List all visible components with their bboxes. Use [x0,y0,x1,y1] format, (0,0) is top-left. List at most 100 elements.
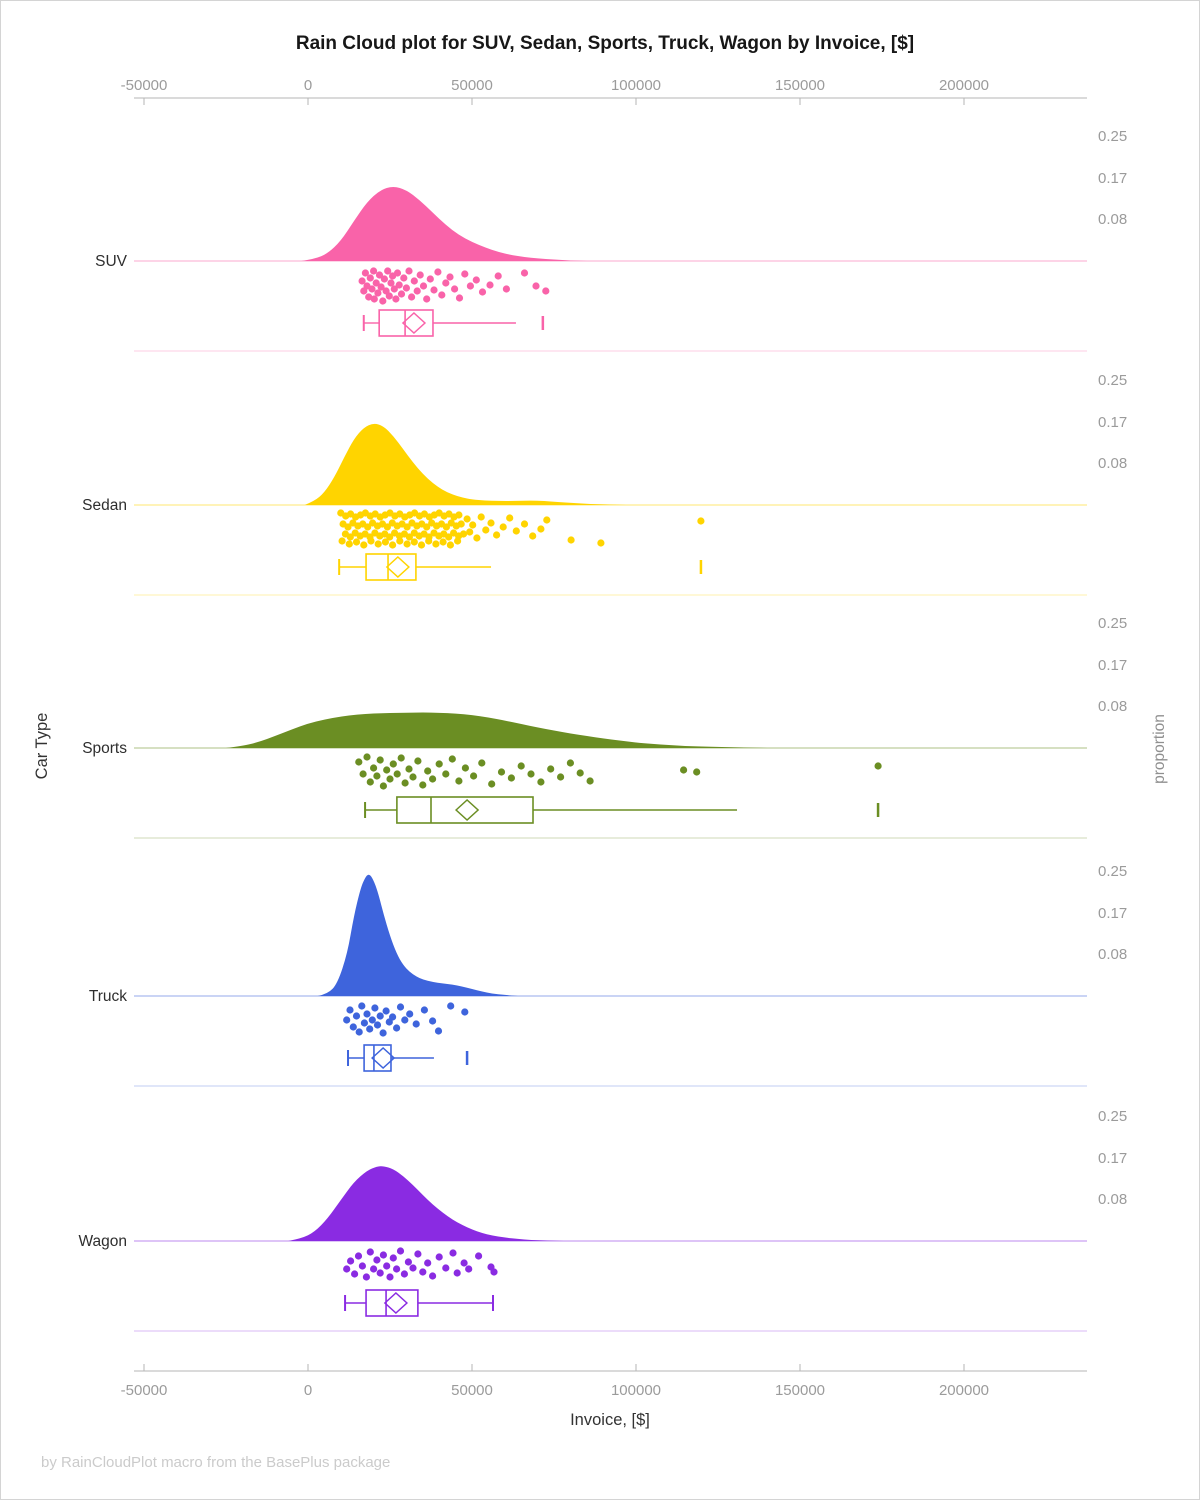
category-label-suv: SUV [95,253,128,270]
category-label-truck: Truck [89,988,127,1005]
scatter-point [346,1006,354,1014]
axis-tick-label: 0 [304,1382,312,1399]
y-axis-title-right: proportion [1151,714,1168,784]
scatter-point [370,267,378,275]
scatter-point [520,269,529,277]
scatter-point [499,523,507,531]
scatter-point [395,281,403,289]
scatter-point [347,1257,355,1265]
mean-diamond [385,555,410,579]
scatter-point [367,537,375,545]
scatter-point [352,538,361,546]
scatter-point [470,772,478,780]
scatter-point [475,1252,483,1260]
density-cloud [304,423,627,505]
scatter-point [345,540,353,548]
axis-tick-label: 0 [304,77,312,94]
axis-tick-label: -50000 [121,77,168,94]
scatter-point [439,538,447,546]
box [396,796,534,824]
scatter-point [461,764,469,772]
mean-diamond [454,798,480,822]
scatter-point [393,269,402,277]
scatter-point [409,773,417,781]
scatter-point [374,540,382,548]
mean-diamond [401,311,427,335]
scatter-point [402,284,410,292]
scatter-point [482,526,490,534]
scatter-point [497,768,506,776]
scatter-point [372,279,380,287]
scatter-point [461,1008,469,1016]
scatter-point [506,514,514,522]
footer-credit: by RainCloudPlot macro from the BasePlus… [41,1454,390,1471]
scatter-point [362,1273,370,1281]
scatter-point [448,755,456,763]
proportion-tick-label: 0.25 [1098,863,1127,880]
box [365,1289,419,1317]
scatter-point [413,287,421,295]
scatter-point [419,781,427,789]
scatter-point [366,1248,374,1256]
mean-diamond [370,1046,396,1070]
axis-tick-label: 100000 [611,1382,661,1399]
proportion-tick-label: 0.17 [1098,657,1127,674]
scatter-point [537,525,545,533]
axis-tick-label: -50000 [121,1382,168,1399]
scatter-point [366,274,374,282]
scatter-point [447,1002,455,1010]
scatter-point [396,1247,405,1255]
scatter-point [543,516,551,524]
proportion-tick-label: 0.25 [1098,615,1127,632]
scatter-point [874,762,882,770]
scatter-point [529,532,537,540]
category-label-sports: Sports [82,740,127,757]
scatter-point [390,285,398,293]
scatter-point [576,769,584,777]
scatter-point [419,282,428,290]
scatter-point [351,1270,359,1278]
scatter-point [416,271,424,279]
category-label-sedan: Sedan [82,497,127,514]
y-axis-title-left: Car Type [33,713,51,780]
scatter-point [532,282,540,290]
density-cloud [226,712,768,748]
density-cloud [317,874,518,996]
scatter-point [449,1249,457,1257]
scatter-point [366,1025,374,1033]
scatter-point [376,1012,384,1020]
scatter-point [520,520,529,528]
scatter-point [424,1259,432,1267]
scatter-point [368,1016,376,1024]
scatter-point [478,288,487,296]
scatter-point [386,1273,394,1281]
scatter-point [460,1259,468,1267]
scatter-point [379,782,387,790]
scatter-point [376,756,384,764]
scatter-point [455,511,463,519]
scatter-point [355,758,363,766]
scatter-point [400,1270,408,1278]
scatter-point [343,1265,351,1273]
scatter-point [346,533,354,541]
proportion-tick-label: 0.17 [1098,1150,1127,1167]
scatter-point [385,292,393,300]
scatter-point [344,523,352,531]
scatter-point [461,270,469,278]
scatter-point [361,269,369,277]
scatter-point [693,768,701,776]
scatter-point [472,276,480,284]
scatter-point [446,273,454,281]
scatter-point [465,1265,473,1273]
scatter-point [455,294,464,302]
scatter-point [397,754,405,762]
scatter-point [420,1006,428,1014]
scatter-point [469,521,477,529]
scatter-point [403,523,411,531]
axis-tick-label: 150000 [775,77,825,94]
scatter-point [349,1023,357,1031]
scatter-point [547,765,555,773]
scatter-point [410,538,418,546]
